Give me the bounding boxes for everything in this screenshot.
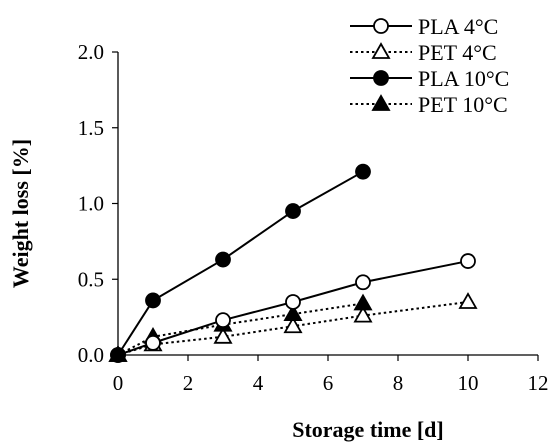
axes: 0 2 4 6 8 10 12 0.0 0.5 1.0 1.5 2.0 Storage time [d]…: [8, 40, 549, 442]
data-point-pet-4-c: [213, 327, 233, 344]
x-tick-label: 10: [458, 371, 479, 395]
x-tick-label: 0: [113, 371, 124, 395]
y-axis-title: Weight loss [%]: [8, 139, 33, 288]
data-point-pet-10-c: [283, 304, 303, 321]
legend-marker-pla-4-c: [373, 18, 389, 34]
legend-label-pet-4-c: PET 4°C: [418, 40, 497, 65]
data-point-pla-4-c: [355, 274, 371, 291]
data-point-pla-10-c: [285, 203, 301, 219]
data-point-pla-4-c: [145, 334, 161, 351]
x-axis-title: Storage time [d]: [292, 417, 444, 442]
legend-label-pla-4-c: PLA 4°C: [418, 14, 498, 39]
x-tick-label: 8: [393, 371, 404, 395]
x-tick-label: 2: [183, 371, 194, 395]
data-point-pla-10-c: [355, 163, 371, 180]
legend-marker-pet-10-c: [371, 94, 391, 111]
data-point-pet-4-c: [353, 305, 373, 323]
legend-marker-pla-10-c: [373, 70, 389, 86]
y-tick-label: 0.0: [78, 343, 104, 367]
data-point-pet-10-c: [353, 293, 373, 311]
x-tick-label: 6: [323, 371, 334, 395]
data-point-pla-4-c: [460, 253, 476, 269]
data-point-pla-10-c: [110, 347, 126, 363]
y-tick-label: 2.0: [78, 40, 104, 64]
legend-label-pet-10-c: PET 10°C: [418, 92, 508, 117]
data-point-pla-4-c: [215, 312, 231, 329]
x-tick-label: 4: [253, 371, 264, 395]
series-line-pla-10-c: [117, 170, 364, 356]
x-tick-label: 12: [528, 371, 549, 395]
data-point-pet-4-c: [283, 316, 303, 334]
legend-marker-pet-4-c: [371, 42, 391, 59]
y-tick-label: 1.0: [78, 192, 104, 216]
data-point-pla-4-c: [285, 294, 301, 310]
y-tick-label: 0.5: [78, 267, 104, 291]
data-point-pla-10-c: [145, 292, 161, 309]
plot-area: [108, 163, 478, 363]
series-line-pet-4-c: [117, 300, 469, 356]
data-point-pla-10-c: [215, 251, 231, 268]
y-tick-label: 1.5: [78, 116, 104, 140]
data-point-pet-4-c: [458, 292, 478, 309]
legend-label-pla-10-c: PLA 10°C: [418, 66, 509, 91]
